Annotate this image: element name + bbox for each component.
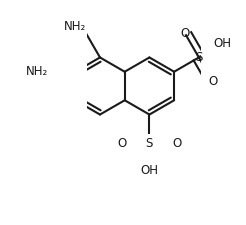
Text: S: S [195,51,202,64]
Text: O: O [208,75,217,88]
Text: NH₂: NH₂ [64,20,86,34]
Text: NH₂: NH₂ [25,65,48,78]
Text: O: O [117,137,126,150]
Text: OH: OH [214,37,232,50]
Text: O: O [180,27,190,40]
Text: S: S [146,137,153,150]
Text: OH: OH [140,164,158,177]
Text: O: O [172,137,182,150]
